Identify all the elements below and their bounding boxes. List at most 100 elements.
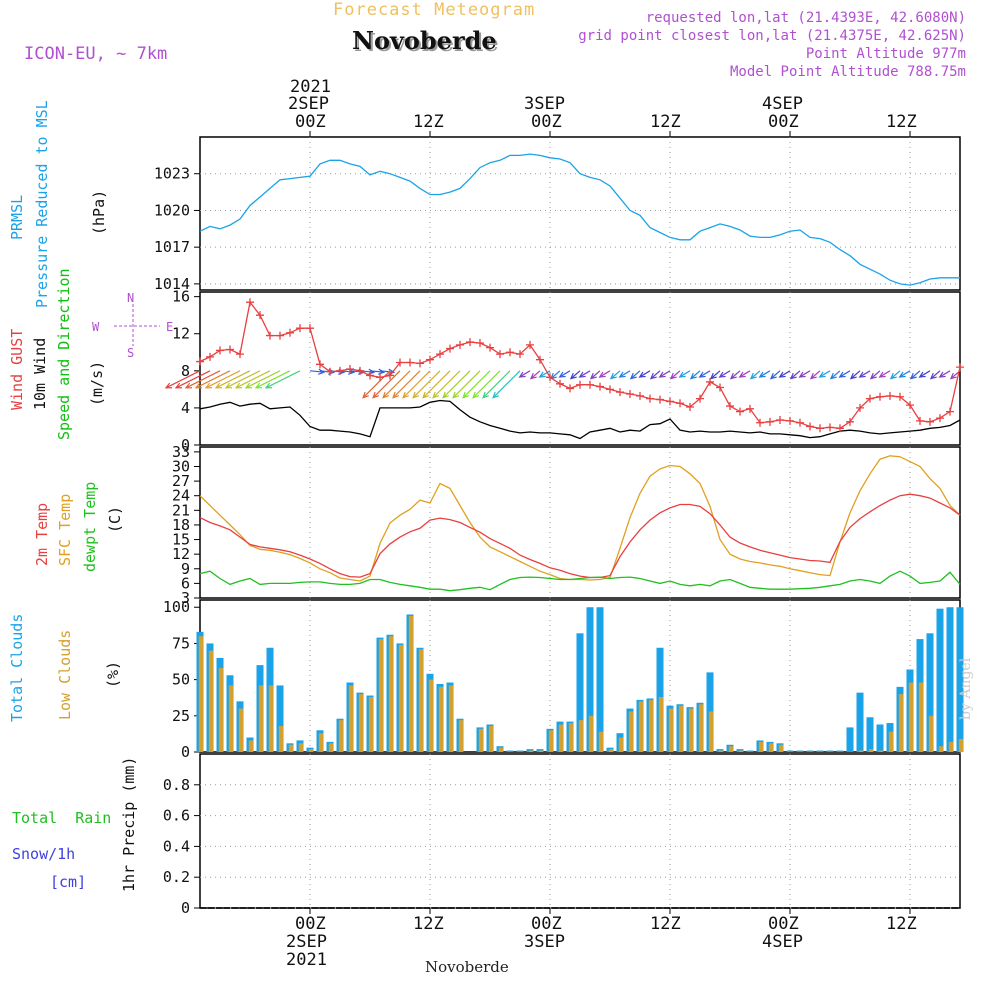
wind-direction-arrow-19: [362, 370, 391, 399]
wind-direction-arrowhead-72: [909, 372, 917, 380]
wind-direction-arrowhead-68: [869, 372, 877, 380]
pressure-label-prmsl: PRMSL: [8, 194, 26, 240]
wind-gust-marker-33: [526, 340, 534, 349]
wind-gust-marker-3: [226, 345, 234, 354]
low-cloud-bar-5: [248, 740, 254, 752]
wind-gust-marker-18: [376, 373, 384, 382]
wind-direction-arrowhead-59: [778, 371, 786, 378]
temp-ytick-label-0: 3: [181, 589, 190, 607]
wind-ytick-label-2: 8: [181, 362, 190, 380]
wind-gust-marker-40: [596, 382, 604, 391]
low-cloud-bar-4: [238, 708, 244, 752]
wind-direction-arrow-31: [482, 370, 511, 399]
temp-label-2m: 2m Temp: [33, 502, 51, 566]
wind-gust-marker-45: [646, 394, 654, 403]
wind-gust-marker-28: [476, 339, 484, 347]
wind-direction-arrowhead-19: [362, 391, 369, 399]
precip-label-snow: Snow/1h: [12, 845, 76, 863]
wind-gust-marker-55: [746, 404, 754, 413]
wind-gust-marker-6: [256, 311, 264, 320]
total-cloud-bar-68: [876, 724, 884, 752]
low-cloud-bar-42: [618, 737, 624, 752]
wind-direction-arrow-17: [369, 370, 384, 373]
low-cloud-bar-24: [438, 686, 444, 752]
low-cloud-bar-74: [938, 746, 944, 752]
wind-direction-arrow-52: [710, 370, 721, 380]
wind-direction-arrow-55: [739, 370, 751, 378]
low-cloud-bar-48: [678, 705, 684, 752]
total-cloud-bar-39: [586, 607, 594, 752]
wind-gust-marker-60: [796, 418, 804, 427]
wind-direction-arrow-60: [790, 370, 801, 380]
wind-gust-marker-47: [666, 397, 674, 406]
low-cloud-bar-37: [568, 723, 574, 752]
wind-direction-arrowhead-30: [472, 391, 479, 399]
wind-direction-arrow-49: [679, 370, 691, 378]
wind-direction-arrowhead-9: [254, 382, 263, 389]
wind-direction-arrowhead-43: [618, 371, 626, 378]
wind-direction-arrowhead-49: [678, 371, 686, 378]
wind-direction-arrow-43: [619, 370, 631, 378]
wind-direction-arrow-34: [530, 370, 541, 380]
wind-gust-marker-72: [916, 416, 924, 425]
wind-direction-arrowhead-23: [402, 391, 409, 399]
top-date-label-2: 3SEP: [524, 94, 565, 114]
wind-gust-marker-16: [356, 366, 364, 375]
wind-gust-marker-2: [216, 346, 224, 355]
wind-direction-arrow-46: [650, 370, 661, 380]
top-hour-label-3: 00Z: [531, 112, 562, 132]
low-cloud-bar-29: [488, 725, 494, 752]
wind-direction-arrow-4: [205, 370, 241, 389]
wind-gust-marker-7: [266, 331, 274, 340]
wind-gust-marker-24: [436, 350, 444, 359]
wind-direction-arrow-18: [379, 370, 394, 373]
wind-direction-arrow-26: [432, 370, 461, 399]
low-cloud-bar-72: [918, 682, 924, 752]
wind-direction-arrowhead-48: [669, 372, 677, 380]
wind-direction-arrow-71: [899, 370, 911, 378]
clouds-unit: (%): [104, 660, 122, 688]
wind-direction-arrowhead-27: [442, 391, 449, 399]
wind-direction-arrowhead-33: [518, 371, 526, 378]
wind-direction-arrow-69: [879, 370, 891, 378]
wind-direction-arrow-56: [750, 370, 761, 380]
wind-direction-arrow-57: [759, 370, 771, 378]
wind-gust-marker-15: [346, 364, 354, 373]
precip-ytick-label-4: 0.8: [163, 776, 190, 794]
low-cloud-bar-16: [358, 694, 364, 752]
wind-direction-arrowhead-26: [432, 391, 439, 399]
wind-direction-arrow-8: [245, 370, 281, 389]
wind-gust-marker-20: [396, 358, 404, 367]
wind-direction-arrow-54: [730, 370, 741, 380]
top-date-label-1: 2SEP: [288, 94, 329, 114]
wind-ytick-label-3: 12: [172, 325, 190, 343]
wind-gust-marker-51: [706, 377, 714, 386]
wind-ytick-label-1: 4: [181, 399, 190, 417]
temp-ytick-label-3: 12: [172, 545, 190, 563]
precip-unit: 1hr Precip (mm): [120, 756, 138, 892]
wind-direction-arrow-45: [639, 370, 651, 378]
wind-direction-arrow-22: [392, 370, 421, 399]
wind-gust-marker-61: [806, 422, 814, 431]
top-date-label-3: 4SEP: [762, 94, 803, 114]
wind-gust-marker-32: [516, 350, 524, 359]
total-cloud-bar-76: [956, 607, 964, 752]
wind-label-direction: Speed and Direction: [55, 268, 73, 440]
wind-gust-marker-22: [416, 359, 424, 368]
bottom-date-label-2: 3SEP: [524, 932, 565, 952]
total-cloud-bar-64: [836, 750, 844, 752]
product-title: Forecast Meteogram: [333, 0, 536, 20]
wind-gust-marker-76: [956, 363, 964, 372]
low-cloud-bar-25: [448, 685, 454, 752]
wind-gust-marker-4: [236, 350, 244, 359]
total-cloud-bar-59: [786, 750, 794, 752]
wind-gust-marker-1: [206, 352, 214, 361]
total-cloud-bar-67: [866, 717, 874, 752]
wind-direction-arrowhead-45: [638, 371, 646, 378]
wind-direction-arrowhead-47: [658, 371, 666, 378]
wind-gust-marker-39: [586, 380, 594, 389]
wind-direction-arrow-23: [402, 370, 431, 399]
clouds-ytick-label-3: 75: [172, 634, 190, 652]
wind-direction-arrowhead-57: [758, 371, 766, 378]
